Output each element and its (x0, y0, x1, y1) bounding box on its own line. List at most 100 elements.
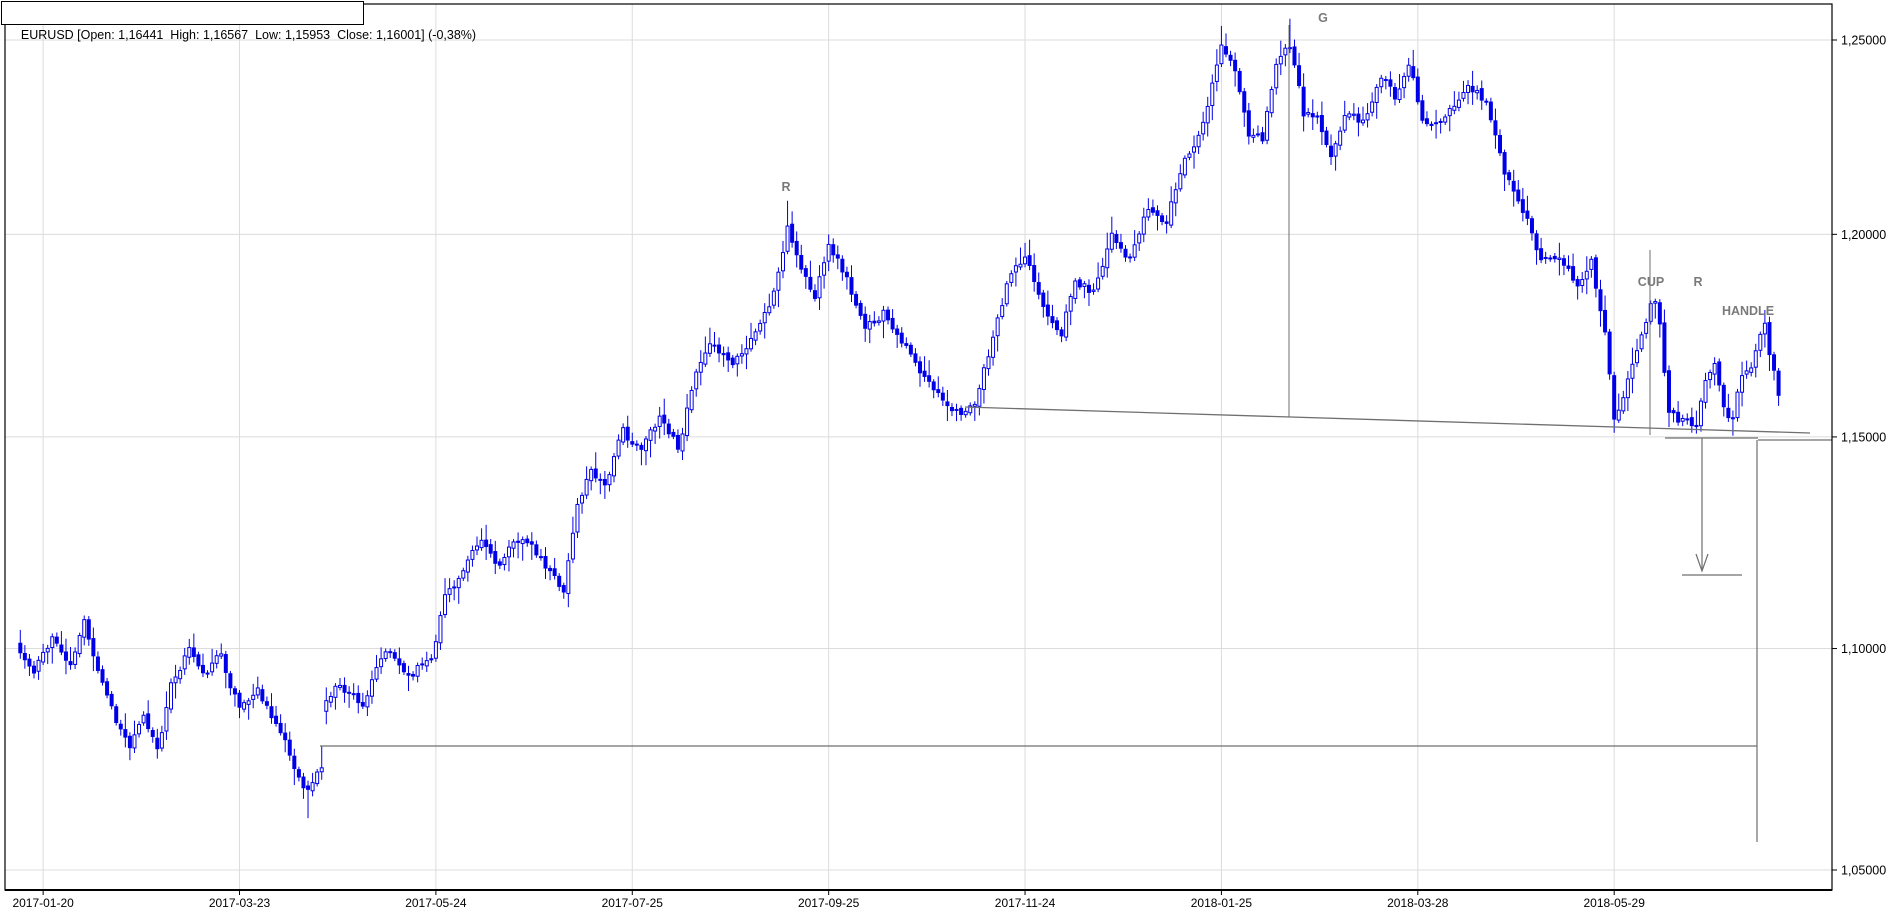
candle-body (452, 586, 457, 589)
candle-body (981, 367, 986, 390)
candle-body (1356, 113, 1361, 123)
candle-body (543, 555, 548, 569)
candle-body (1502, 152, 1507, 175)
candle-body (593, 468, 598, 479)
candle-body (1228, 54, 1233, 61)
candle-body (945, 401, 950, 407)
candle-body (1616, 409, 1621, 421)
candle-body (360, 702, 365, 707)
candle-body (744, 348, 749, 355)
candle-body (1484, 100, 1489, 103)
candle-body (479, 539, 484, 549)
candle-body (1758, 333, 1763, 351)
candle-body (461, 570, 466, 579)
x-axis-tick-label: 2017-01-20 (12, 896, 74, 910)
candle-body (191, 647, 196, 658)
candle-body (196, 654, 201, 667)
candle-body (169, 682, 174, 710)
y-axis-tick-label: 1,10000 (1841, 642, 1886, 656)
candle-body (164, 707, 169, 732)
candle-body (301, 776, 306, 789)
chart-title: EURUSD [Open: 1,16441 High: 1,16567 Low:… (20, 28, 477, 42)
candle-body (1717, 361, 1722, 386)
candle-body (643, 438, 648, 452)
candle-body (178, 670, 183, 680)
candle-body (653, 426, 658, 432)
candle-body (1045, 304, 1050, 317)
candle-body (1694, 424, 1699, 428)
candle-body (1013, 265, 1018, 273)
y-axis-tick-label: 1,15000 (1841, 430, 1886, 444)
candle-body (1543, 256, 1548, 259)
candle-body (347, 691, 352, 694)
candle-body (936, 389, 941, 394)
candle-body (1557, 257, 1562, 260)
candle-body (904, 343, 909, 346)
candle-body (1443, 116, 1448, 123)
candle-body (50, 636, 55, 649)
candle-body (977, 388, 982, 407)
candle-body (954, 408, 959, 411)
candle-body (899, 332, 904, 344)
candle-body (415, 664, 420, 677)
candle-body (858, 302, 863, 316)
candle-body (771, 290, 776, 306)
candle-body (1374, 86, 1379, 104)
candle-body (570, 532, 575, 560)
candle-body (612, 456, 617, 477)
candle-body (927, 375, 932, 382)
candle-body (210, 662, 215, 673)
candle-body (383, 651, 388, 660)
candle-body (1077, 279, 1082, 288)
candle-body (1132, 244, 1137, 258)
candle-body (1575, 279, 1580, 287)
candle-body (1114, 233, 1119, 244)
candle-body (365, 695, 370, 708)
candle-body (1529, 218, 1534, 234)
candle-body (114, 706, 119, 724)
candle-body (1297, 65, 1302, 87)
candle-body (123, 729, 128, 738)
candle-body (1173, 189, 1178, 204)
candle-body (1370, 101, 1375, 113)
candle-body (242, 702, 247, 710)
candle-body (1041, 292, 1046, 307)
candle-body (484, 539, 489, 548)
candle-body (1196, 134, 1201, 148)
candle-body (1507, 172, 1512, 181)
candle-body (931, 381, 936, 391)
candle-body (525, 538, 530, 544)
candle-body (127, 735, 132, 749)
down-arrow-head-icon (1695, 553, 1709, 573)
candle-body (141, 714, 146, 724)
candle-body (228, 673, 233, 689)
candle-body (1342, 115, 1347, 131)
candle-body (630, 441, 635, 445)
candle-body (666, 423, 671, 435)
candle-body (1091, 289, 1096, 292)
y-axis-tick-label: 1,20000 (1841, 228, 1886, 242)
candle-body (292, 755, 297, 770)
candle-body (443, 594, 448, 616)
candle-body (1283, 47, 1288, 56)
candle-body (1525, 210, 1530, 219)
neckline-trendline[interactable] (964, 406, 1811, 434)
candle-body (1429, 123, 1434, 126)
candle-body (82, 619, 87, 638)
candle-body (91, 638, 96, 657)
candle-body (1096, 277, 1101, 290)
candle-body (657, 415, 662, 427)
candle-body (1639, 334, 1644, 350)
candle-body (803, 268, 808, 277)
candle-body (264, 701, 269, 706)
candle-body (1644, 321, 1649, 334)
candle-body (95, 656, 100, 671)
candle-body (1470, 85, 1475, 93)
candle-body (1233, 59, 1238, 72)
candle-body (146, 713, 151, 730)
candle-body (1438, 120, 1443, 123)
candle-body (822, 262, 827, 276)
candle-body (917, 361, 922, 374)
candle-body (433, 641, 438, 659)
